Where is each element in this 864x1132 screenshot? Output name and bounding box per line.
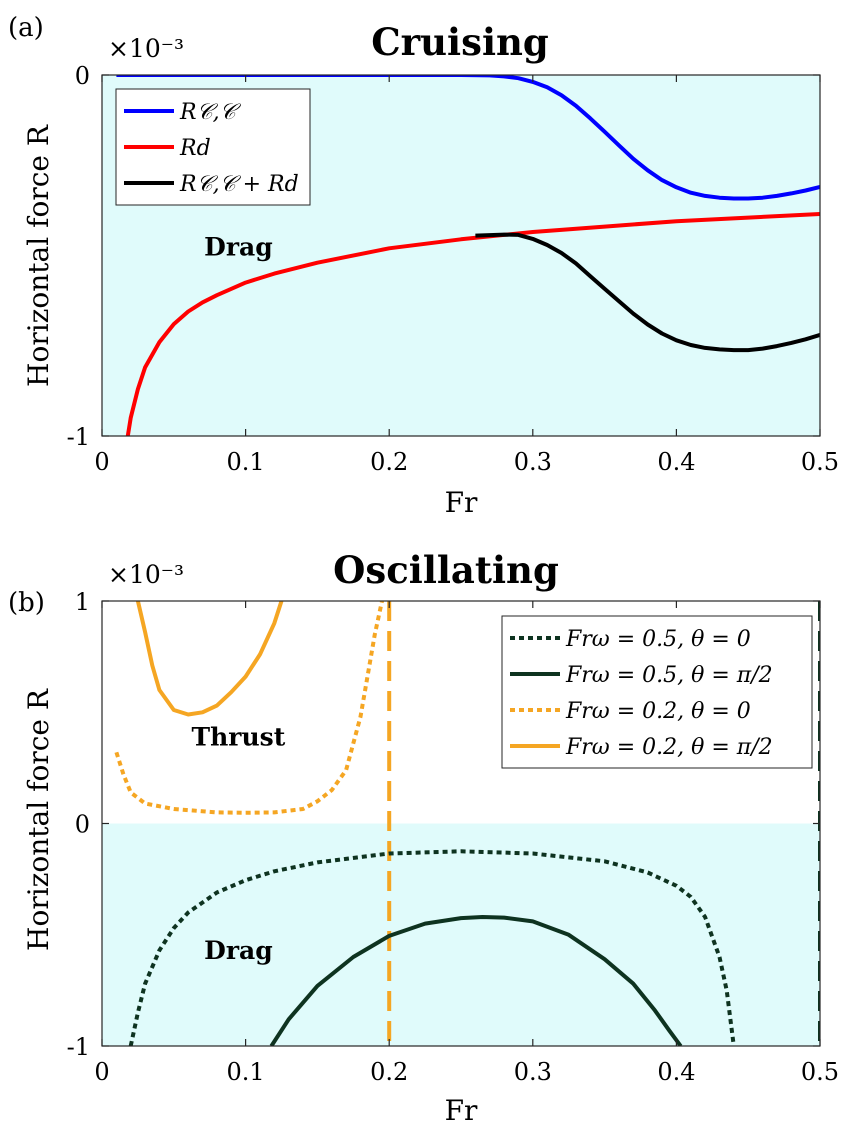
- y-tick-label: -1: [67, 423, 90, 451]
- region-labels-a: Drag: [204, 233, 273, 262]
- region-labels-b: Thrust Drag: [192, 723, 286, 966]
- region-label-drag: Drag: [204, 936, 273, 965]
- x-tick-label: 0.5: [801, 448, 839, 476]
- regions-b: [102, 601, 820, 1046]
- x-tick-label: 0.5: [801, 1058, 839, 1086]
- y-tick-label: 1: [75, 588, 90, 616]
- legend-box: [501, 615, 813, 769]
- legend-label: Frω = 0.5, θ = π/2: [565, 663, 773, 688]
- x-tick-label: 0.2: [370, 1058, 408, 1086]
- region-label-drag: Drag: [204, 233, 273, 262]
- panel-b: (b) Oscillating ×10⁻³ 0 0.1 0.2 0.3 0.4 0.5 -1…: [8, 548, 839, 1127]
- series-lines-a: [116, 75, 820, 436]
- chart-title-a: Cruising: [371, 20, 549, 64]
- legend-a: R𝒞,𝒞 Rd R𝒞,𝒞 + Rd: [115, 88, 311, 206]
- x-tick-label: 0: [94, 448, 109, 476]
- x-tick-label: 0.1: [227, 448, 265, 476]
- x-tick-label: 0.1: [227, 1058, 265, 1086]
- x-tick-label: 0.4: [657, 448, 695, 476]
- y-axis-label-a: Horizontal force R: [22, 124, 55, 387]
- x-tick-label: 0.2: [370, 448, 408, 476]
- series-line-2: [125, 212, 820, 436]
- ticks-b: 0 0.1 0.2 0.3 0.4 0.5-101: [67, 588, 839, 1086]
- ticks-a: 0 0.1 0.2 0.3 0.4 0.5-10: [67, 62, 839, 476]
- series-lines-b: [114, 601, 820, 1046]
- x-tick-label: 0.4: [657, 1058, 695, 1086]
- y-tick-label: 0: [75, 62, 90, 90]
- panel-label-b: (b): [8, 588, 45, 618]
- panel-label-a: (a): [8, 13, 44, 43]
- x-axis-label-b: Fr: [445, 1094, 478, 1127]
- legend-label: Frω = 0.5, θ = 0: [565, 627, 751, 652]
- chart-title-b: Oscillating: [333, 548, 559, 592]
- legend-label: Frω = 0.2, θ = 0: [565, 699, 751, 724]
- series-line-2: [269, 915, 683, 1046]
- x-tick-label: 0: [94, 1058, 109, 1086]
- legend-label: R𝒞,𝒞: [179, 100, 242, 125]
- x-tick-label: 0.3: [514, 1058, 552, 1086]
- panel-a: (a) Cruising ×10⁻³ 0 0.1 0.2 0.3 0.4 0.5-10 D…: [8, 13, 839, 519]
- exponent-label-a: ×10⁻³: [108, 34, 184, 63]
- series-line-1: [116, 75, 820, 201]
- exponent-label-b: ×10⁻³: [108, 560, 184, 589]
- series-line-1: [128, 849, 736, 1046]
- series-line-3: [475, 232, 820, 353]
- y-axis-label-b: Horizontal force R: [22, 688, 55, 951]
- x-axis-label-a: Fr: [445, 486, 478, 519]
- legend-label: Frω = 0.2, θ = π/2: [565, 735, 773, 760]
- legend-label: Rd: [179, 136, 211, 161]
- series-line-3: [114, 601, 384, 815]
- y-tick-label: -1: [67, 1033, 90, 1061]
- x-tick-label: 0.3: [514, 448, 552, 476]
- series-line-4: [135, 601, 284, 717]
- region-label-thrust: Thrust: [192, 723, 286, 752]
- legend-label: R𝒞,𝒞 + Rd: [179, 172, 299, 197]
- region-drag-b: [102, 823, 820, 1046]
- legend-b: Frω = 0.5, θ = 0 Frω = 0.5, θ = π/2 Frω = …: [501, 615, 813, 769]
- plot-frame-a: [101, 74, 821, 437]
- y-tick-label: 0: [75, 811, 90, 839]
